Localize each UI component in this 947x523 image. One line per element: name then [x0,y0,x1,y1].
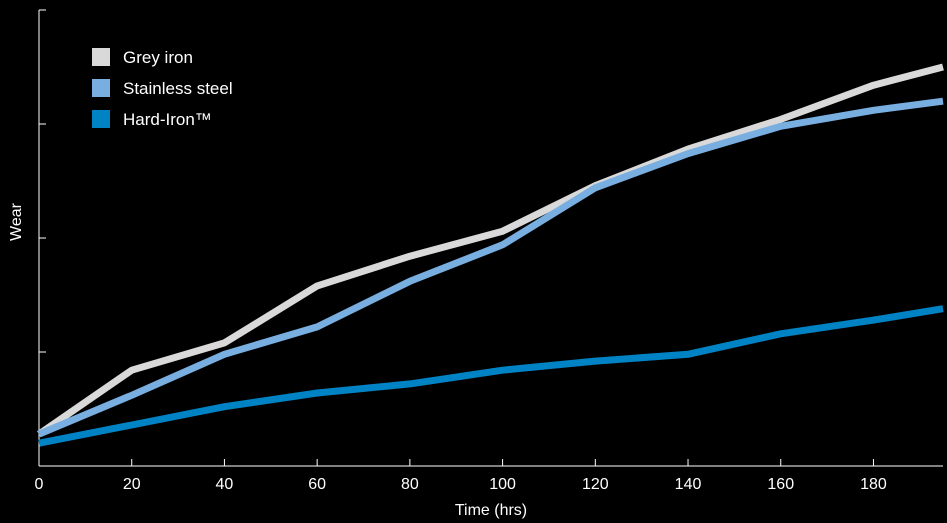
series-lines [37,63,944,447]
x-tick-label: 80 [401,476,419,493]
legend-swatch [92,110,110,128]
series-line-1 [37,63,944,437]
x-tick-label: 40 [216,476,234,493]
legend-swatch [92,48,110,66]
x-tick-label: 180 [860,476,887,493]
y-axis-label: Wear [8,202,25,241]
legend-swatch [92,79,110,97]
x-tick-label: 100 [489,476,516,493]
legend-label: Hard-Iron™ [123,110,212,129]
x-tick-label: 20 [123,476,141,493]
x-axis-label: Time (hrs) [455,502,527,519]
chart-legend: Grey iron Stainless steel Hard-Iron™ [92,48,233,129]
x-tick-label: 120 [582,476,609,493]
x-tick-label: 140 [675,476,702,493]
x-tick-label: 60 [308,476,326,493]
legend-label: Grey iron [123,48,193,67]
series-line-3 [38,305,944,447]
x-tick-label: 0 [35,476,44,493]
legend-label: Stainless steel [123,79,233,98]
x-tick-label: 160 [767,476,794,493]
series-line-2 [37,97,944,438]
chart-axes: 0 20 40 60 80 100 120 140 160 180 [35,9,943,493]
